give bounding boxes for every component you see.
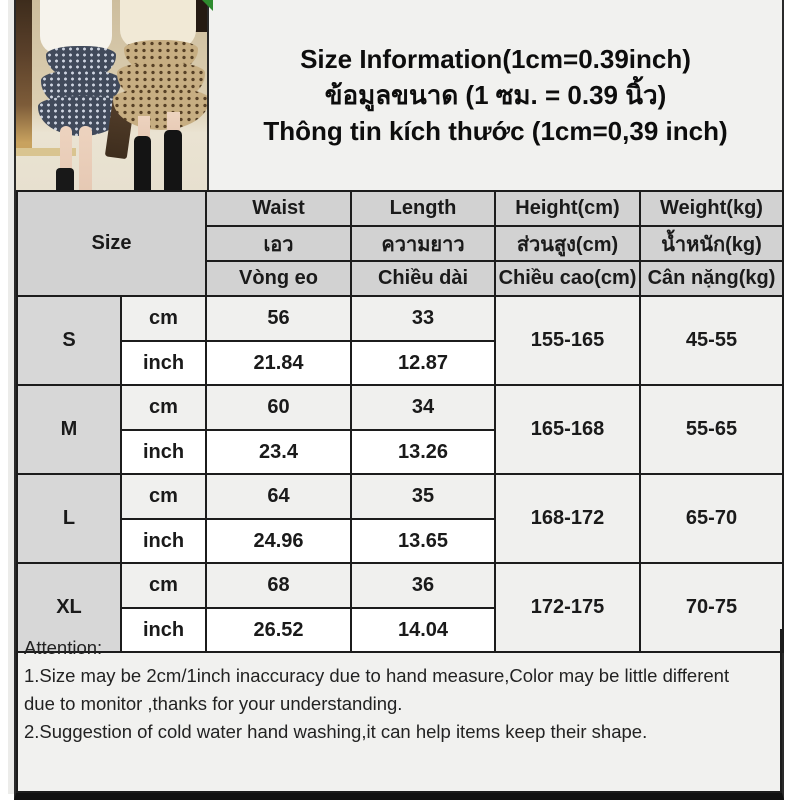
unit-inch: inch [120, 340, 207, 386]
header-waist-vi: Vòng eo [205, 260, 352, 297]
waist-cm-l: 64 [205, 473, 352, 520]
length-inch-l: 13.65 [350, 518, 496, 564]
weight-range-m: 55-65 [639, 384, 784, 475]
photo-ledge [16, 148, 76, 156]
model-left-sweater [40, 0, 112, 54]
header-length-vi: Chiều dài [350, 260, 496, 297]
model-right-skirt [113, 88, 207, 130]
waist-inch-l: 24.96 [205, 518, 352, 564]
header-height-vi: Chiều cao(cm) [494, 260, 641, 297]
black-boot [164, 130, 182, 190]
title-line-vi: Thông tin kích thước (1cm=0,39 inch) [263, 116, 728, 146]
content-frame: Size Information(1cm=0.39inch) ข้อมูลขนา… [14, 0, 784, 800]
length-inch-s: 12.87 [350, 340, 496, 386]
unit-cm: cm [120, 562, 207, 609]
model-right-leg [138, 116, 150, 142]
header-weight-en: Weight(kg) [639, 190, 784, 227]
header-height-en: Height(cm) [494, 190, 641, 227]
weight-range-xl: 70-75 [639, 562, 784, 653]
length-cm-s: 33 [350, 295, 496, 342]
header-weight-th: น้ำหนัก(kg) [639, 225, 784, 262]
length-inch-m: 13.26 [350, 429, 496, 475]
waist-inch-xl: 26.52 [205, 607, 352, 653]
attention-line: due to monitor ,thanks for your understa… [24, 693, 403, 714]
unit-inch: inch [120, 518, 207, 564]
header-waist-th: เอว [205, 225, 352, 262]
header-waist-en: Waist [205, 190, 352, 227]
waist-cm-xl: 68 [205, 562, 352, 609]
black-boot [134, 136, 151, 190]
photo-wood-panel [16, 0, 32, 150]
product-photo [16, 0, 209, 190]
size-label-s: S [16, 295, 122, 386]
title-line-th: ข้อมูลขนาด (1 ซม. = 0.39 นิ้ว) [324, 80, 667, 110]
attention-line: 2.Suggestion of cold water hand washing,… [24, 721, 648, 742]
size-corner-label: Size [16, 190, 207, 297]
size-label-m: M [16, 384, 122, 475]
unit-inch: inch [120, 607, 207, 653]
height-range-l: 168-172 [494, 473, 641, 564]
length-cm-l: 35 [350, 473, 496, 520]
title-line-en: Size Information(1cm=0.39inch) [300, 44, 691, 74]
size-label-l: L [16, 473, 122, 564]
black-sock [56, 168, 74, 190]
waist-cm-m: 60 [205, 384, 352, 431]
attention-heading: Attention: [24, 637, 103, 658]
model-left-leg [79, 126, 92, 190]
height-range-xl: 172-175 [494, 562, 641, 653]
unit-cm: cm [120, 473, 207, 520]
left-edge-strip [8, 0, 14, 794]
height-range-s: 155-165 [494, 295, 641, 386]
waist-cm-s: 56 [205, 295, 352, 342]
unit-cm: cm [120, 384, 207, 431]
attention-notes: Attention: 1.Size may be 2cm/1inch inacc… [16, 629, 782, 793]
length-cm-m: 34 [350, 384, 496, 431]
weight-range-s: 45-55 [639, 295, 784, 386]
attention-line: 1.Size may be 2cm/1inch inaccuracy due t… [24, 665, 730, 686]
size-table: Size Waist Length Height(cm) Weight(kg) … [16, 190, 784, 653]
height-range-m: 165-168 [494, 384, 641, 475]
unit-inch: inch [120, 429, 207, 475]
header-length-th: ความยาว [350, 225, 496, 262]
waist-inch-s: 21.84 [205, 340, 352, 386]
size-label-xl: XL [16, 562, 122, 653]
header-length-en: Length [350, 190, 496, 227]
header-height-th: ส่วนสูง(cm) [494, 225, 641, 262]
length-inch-xl: 14.04 [350, 607, 496, 653]
unit-cm: cm [120, 295, 207, 342]
weight-range-l: 65-70 [639, 473, 784, 564]
green-corner-marker [202, 0, 213, 11]
waist-inch-m: 23.4 [205, 429, 352, 475]
length-cm-xl: 36 [350, 562, 496, 609]
size-info-title: Size Information(1cm=0.39inch) ข้อมูลขนา… [209, 0, 782, 190]
header-weight-vi: Cân nặng(kg) [639, 260, 784, 297]
